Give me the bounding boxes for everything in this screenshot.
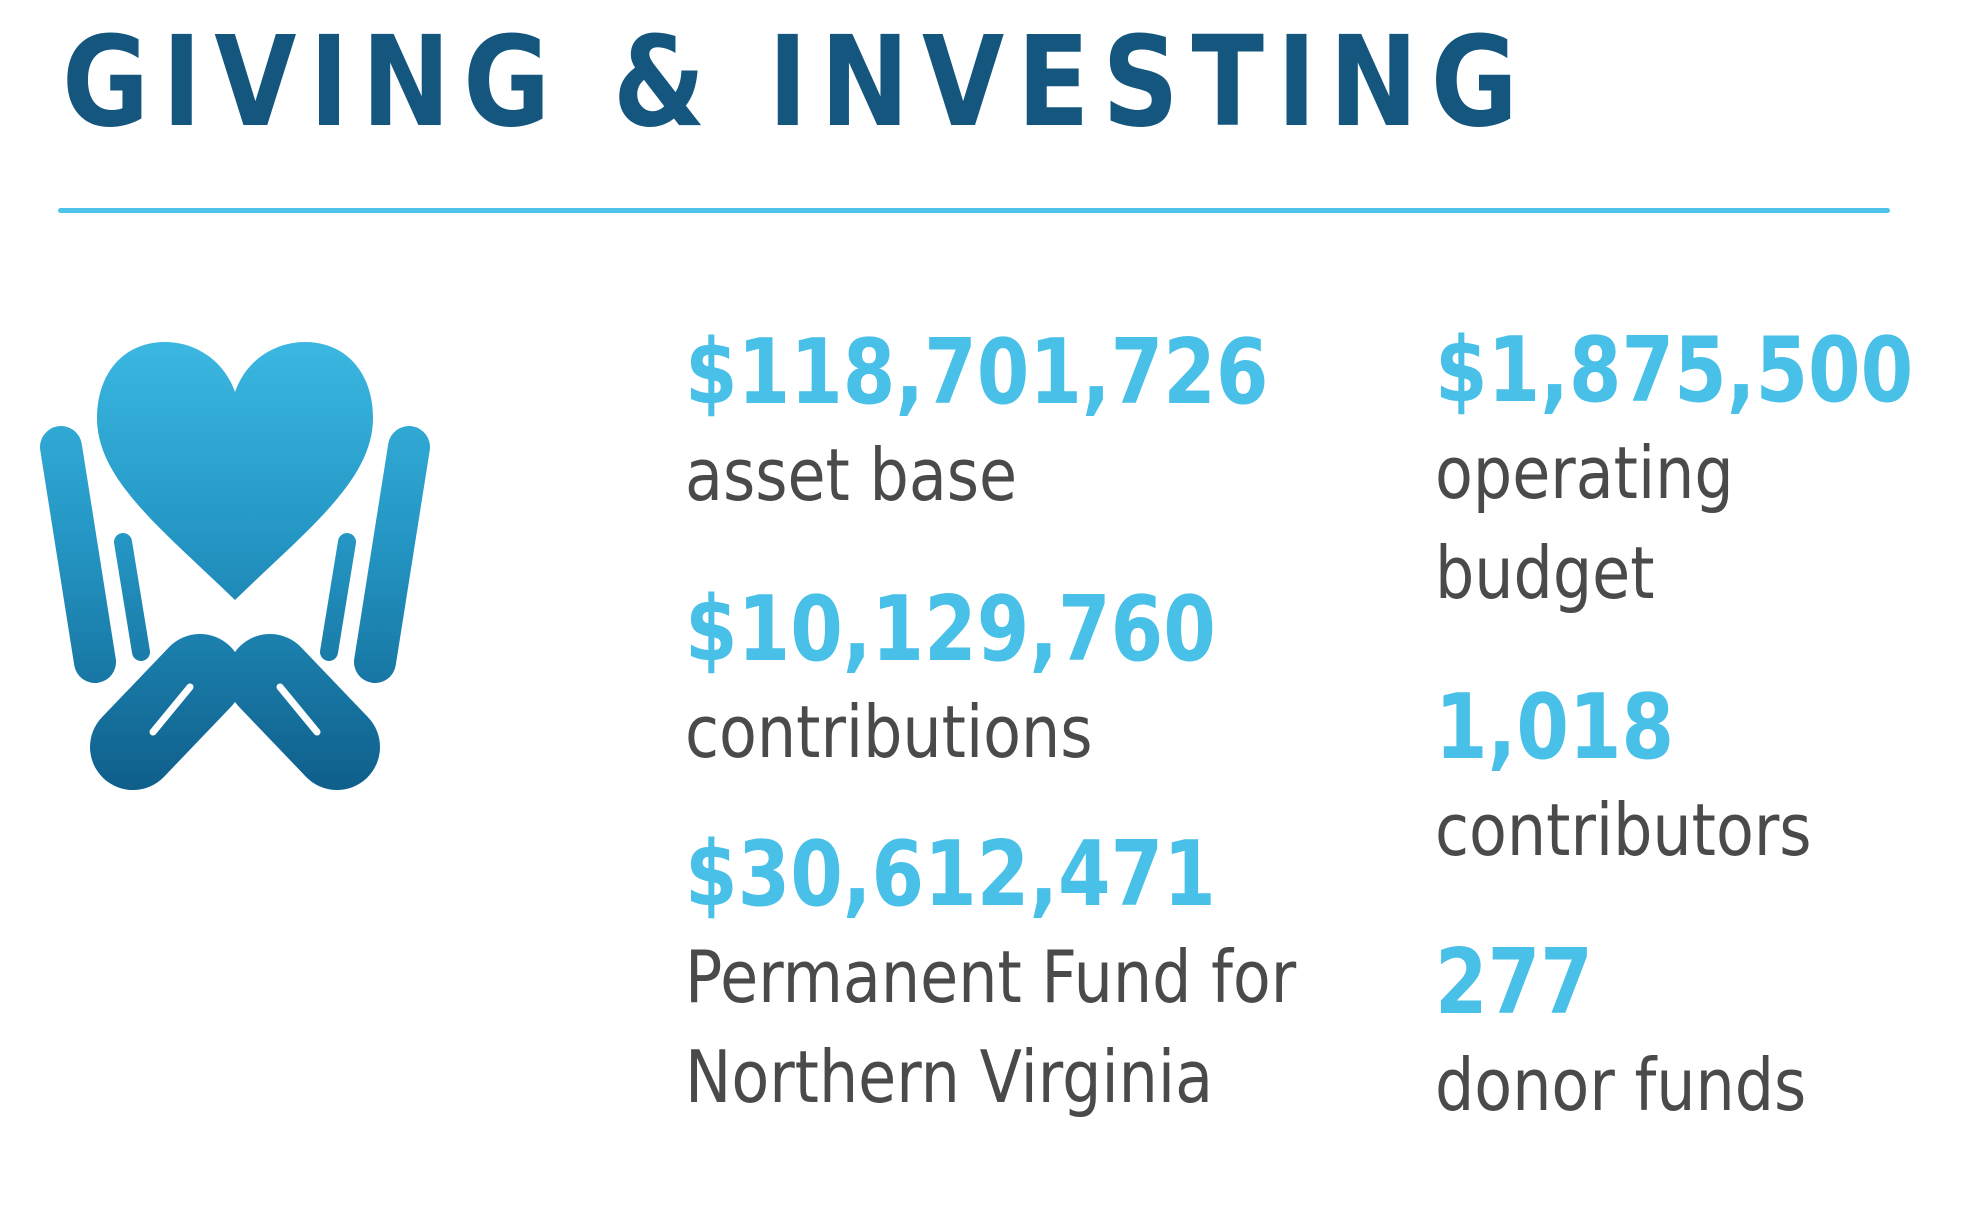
stat-label-line: donor funds bbox=[1435, 1043, 1807, 1127]
stat-contributors: 1,018 contributors bbox=[1435, 675, 1873, 880]
stat-label: asset base bbox=[685, 425, 1282, 525]
stat-label: contributors bbox=[1435, 780, 1812, 880]
stat-label: donor funds bbox=[1435, 1035, 1806, 1135]
right-hand-shape bbox=[227, 426, 430, 790]
heart-in-hands-icon bbox=[35, 332, 435, 792]
stat-label: Permanent Fund for Northern Virginia bbox=[685, 927, 1296, 1127]
stat-donor-funds: 277 donor funds bbox=[1435, 930, 1867, 1135]
stat-label: contributions bbox=[685, 682, 1229, 782]
stat-label-line: contributors bbox=[1435, 788, 1812, 872]
stat-label: operating budget bbox=[1435, 423, 1925, 623]
stat-label-line: Northern Virginia bbox=[685, 1035, 1214, 1119]
stat-label-line: contributions bbox=[685, 690, 1093, 774]
stat-label-line: budget bbox=[1435, 531, 1655, 615]
stat-value: $10,129,760 bbox=[685, 577, 1216, 682]
stat-value: 1,018 bbox=[1435, 675, 1675, 780]
stat-label-line: asset base bbox=[685, 433, 1018, 517]
stat-label-line: operating bbox=[1435, 431, 1734, 515]
stat-asset-base: $118,701,726 asset base bbox=[685, 320, 1380, 525]
stat-value: 277 bbox=[1435, 930, 1593, 1035]
page-title: GIVING & INVESTING bbox=[62, 10, 1531, 155]
left-hand-shape bbox=[40, 426, 243, 790]
stat-value: $1,875,500 bbox=[1435, 318, 1914, 423]
title-divider bbox=[58, 208, 1890, 213]
stat-permanent-fund: $30,612,471 Permanent Fund for Northern … bbox=[685, 822, 1396, 1127]
stat-value: $30,612,471 bbox=[685, 822, 1216, 927]
stat-operating-budget: $1,875,500 operating budget bbox=[1435, 318, 1978, 623]
stat-contributions: $10,129,760 contributions bbox=[685, 577, 1317, 782]
stat-label-line: Permanent Fund for bbox=[685, 935, 1297, 1019]
stat-value: $118,701,726 bbox=[685, 320, 1269, 425]
heart-shape bbox=[97, 342, 373, 600]
